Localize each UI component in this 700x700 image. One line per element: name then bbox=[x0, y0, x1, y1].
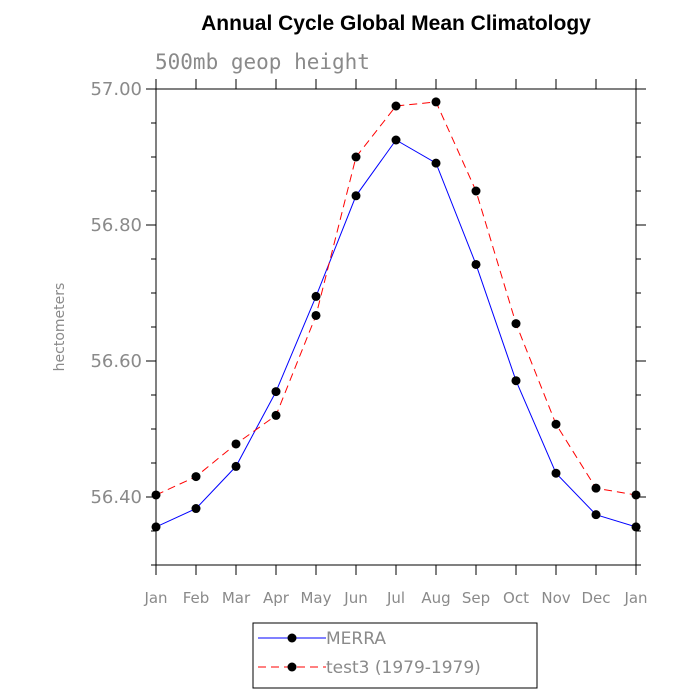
data-point-series-1 bbox=[271, 410, 281, 420]
x-tick-label: Jan bbox=[143, 589, 167, 607]
legend: MERRA test3 (1979-1979) bbox=[252, 622, 538, 689]
data-point-series-1 bbox=[511, 319, 521, 329]
chart-subtitle: 500mb geop height bbox=[155, 50, 370, 74]
series-line-1 bbox=[155, 101, 637, 496]
data-point-series-1 bbox=[391, 101, 401, 111]
series-line-0 bbox=[155, 139, 637, 528]
data-point-series-0 bbox=[391, 135, 401, 145]
data-point-series-1 bbox=[151, 490, 161, 500]
y-tick-labels: 56.40 56.60 56.80 57.00 bbox=[90, 79, 142, 508]
data-point-series-0 bbox=[191, 504, 201, 514]
y-tick-label: 57.00 bbox=[90, 79, 142, 100]
data-point-series-1 bbox=[431, 97, 441, 107]
data-point-series-1 bbox=[471, 186, 481, 196]
data-point-series-0 bbox=[631, 522, 641, 532]
data-point-series-0 bbox=[471, 259, 481, 269]
data-point-series-0 bbox=[511, 376, 521, 386]
x-tick-label: Oct bbox=[503, 589, 529, 607]
x-tick-label: Jun bbox=[343, 589, 367, 607]
data-point-series-1 bbox=[351, 152, 361, 162]
data-point-series-0 bbox=[231, 461, 241, 471]
x-tick-label: Aug bbox=[421, 589, 450, 607]
legend-marker-merra bbox=[287, 633, 297, 643]
x-tick-label: Jan bbox=[623, 589, 647, 607]
data-point-series-0 bbox=[151, 522, 161, 532]
x-tick-label: Jul bbox=[386, 589, 405, 607]
legend-label-test3: test3 (1979-1979) bbox=[326, 658, 481, 678]
legend-box bbox=[252, 622, 538, 689]
data-point-series-0 bbox=[551, 468, 561, 478]
x-tick-label: Dec bbox=[581, 589, 610, 607]
plot-frame bbox=[155, 88, 637, 566]
y-tick-label: 56.60 bbox=[90, 351, 142, 372]
data-point-series-1 bbox=[551, 419, 561, 429]
data-point-series-1 bbox=[191, 472, 201, 482]
series-lines bbox=[155, 101, 637, 528]
chart-title: Annual Cycle Global Mean Climatology bbox=[201, 12, 591, 35]
axis-ticks bbox=[146, 79, 646, 575]
data-point-series-1 bbox=[591, 483, 601, 493]
data-point-series-0 bbox=[591, 510, 601, 520]
x-tick-label: Feb bbox=[183, 589, 210, 607]
y-tick-label: 56.40 bbox=[90, 487, 142, 508]
data-point-series-1 bbox=[631, 490, 641, 500]
data-point-series-0 bbox=[311, 291, 321, 301]
y-axis-label: hectometers bbox=[52, 283, 68, 372]
data-point-series-0 bbox=[271, 387, 281, 397]
y-tick-label: 56.80 bbox=[90, 215, 142, 236]
data-point-series-1 bbox=[311, 310, 321, 320]
x-tick-label: May bbox=[300, 589, 331, 607]
x-tick-label: Apr bbox=[263, 589, 290, 607]
legend-label-merra: MERRA bbox=[326, 629, 386, 649]
data-point-series-0 bbox=[431, 158, 441, 168]
x-tick-label: Sep bbox=[462, 589, 490, 607]
data-point-series-0 bbox=[351, 191, 361, 201]
x-tick-label: Nov bbox=[541, 589, 570, 607]
data-point-series-1 bbox=[231, 439, 241, 449]
legend-marker-test3 bbox=[287, 662, 297, 672]
x-tick-label: Mar bbox=[222, 589, 251, 607]
series-points bbox=[151, 97, 641, 532]
x-tick-labels: Jan Feb Mar Apr May Jun Jul Aug Sep Oct Nov Dec Jan bbox=[143, 589, 647, 607]
